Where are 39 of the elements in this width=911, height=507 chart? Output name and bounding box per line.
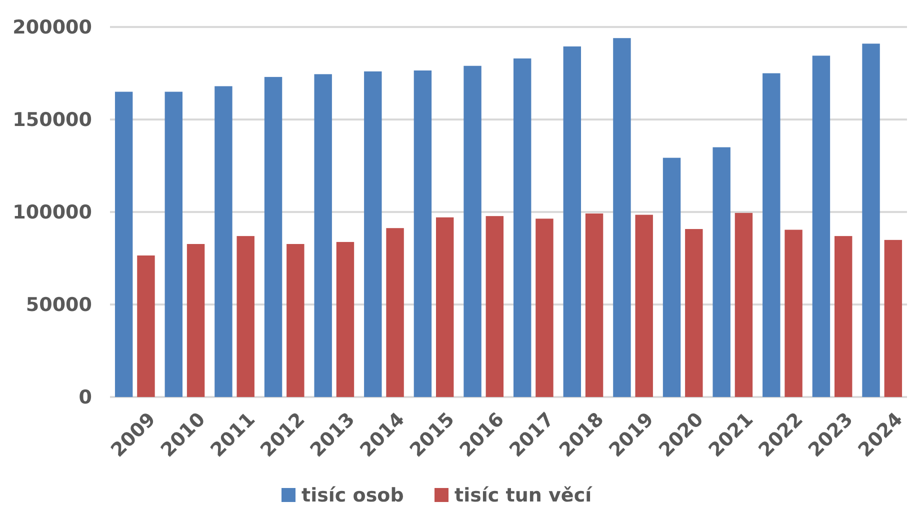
bar bbox=[364, 71, 382, 397]
bar bbox=[214, 86, 232, 397]
y-tick-label: 100000 bbox=[12, 202, 92, 224]
bar bbox=[414, 70, 432, 397]
bar bbox=[635, 214, 653, 397]
bar bbox=[114, 92, 133, 397]
y-tick-label: 150000 bbox=[12, 109, 92, 132]
bar bbox=[164, 92, 183, 397]
bar bbox=[734, 212, 753, 397]
bar bbox=[662, 158, 681, 397]
bar bbox=[862, 44, 880, 397]
bar bbox=[386, 228, 404, 397]
legend-label: tisíc tun věcí bbox=[454, 484, 594, 507]
y-tick-label: 200000 bbox=[12, 16, 92, 39]
bar bbox=[784, 230, 802, 397]
bar bbox=[834, 236, 852, 397]
y-tick-label: 0 bbox=[78, 386, 92, 409]
bar bbox=[464, 66, 482, 397]
bar bbox=[486, 216, 504, 397]
bar bbox=[186, 244, 205, 397]
bar bbox=[436, 217, 454, 397]
bar bbox=[585, 213, 604, 397]
bar bbox=[812, 56, 830, 397]
bar bbox=[563, 46, 582, 397]
bar bbox=[613, 38, 631, 397]
bar bbox=[236, 236, 254, 397]
bar bbox=[264, 76, 282, 397]
bar bbox=[314, 74, 332, 397]
bar bbox=[336, 242, 354, 397]
bar bbox=[884, 240, 902, 397]
legend-label: tisíc osob bbox=[302, 484, 404, 507]
bar bbox=[513, 58, 532, 397]
bar bbox=[286, 244, 304, 397]
bar bbox=[536, 218, 554, 397]
bar bbox=[685, 229, 703, 397]
bar bbox=[137, 255, 155, 397]
bar bbox=[762, 73, 780, 397]
bar bbox=[712, 147, 730, 397]
y-tick-label: 50000 bbox=[26, 294, 92, 316]
